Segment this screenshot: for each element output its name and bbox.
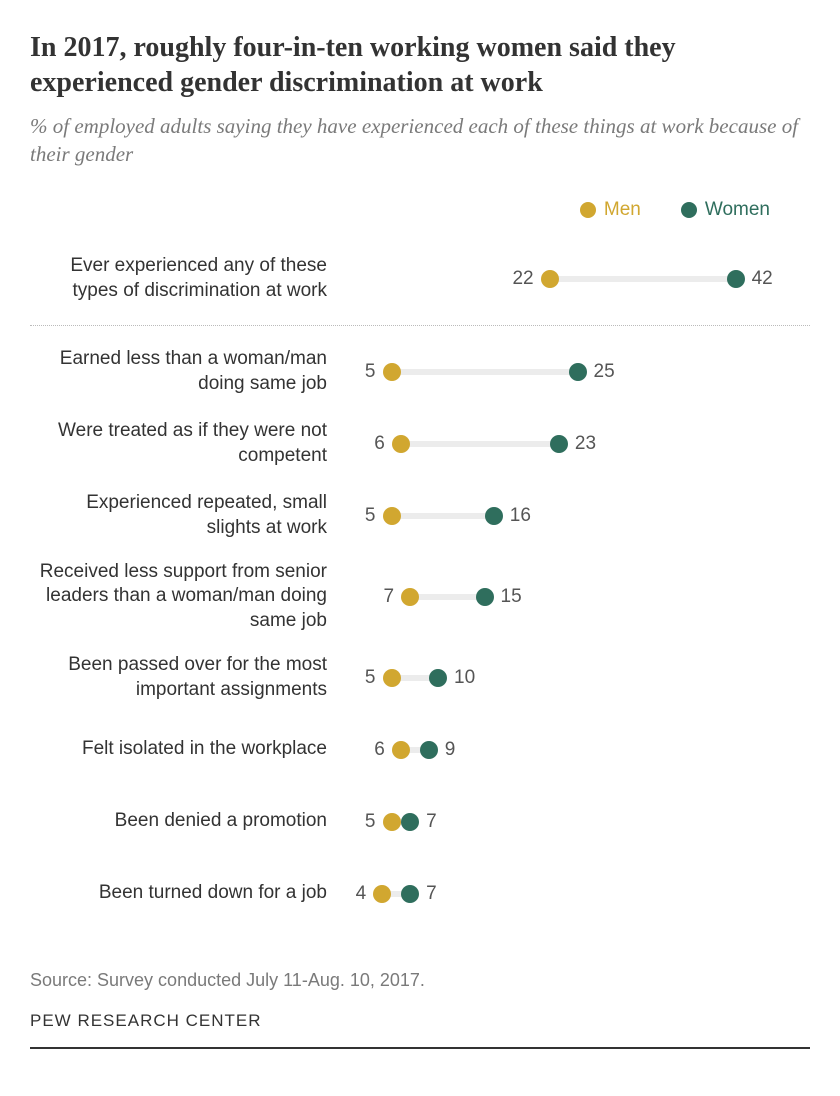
men-value-label: 5 bbox=[365, 361, 376, 383]
men-value-label: 6 bbox=[374, 739, 385, 761]
legend-label-women: Women bbox=[705, 199, 770, 221]
women-dot-icon bbox=[681, 202, 697, 218]
connector-line bbox=[392, 369, 578, 375]
bottom-rule bbox=[30, 1047, 810, 1049]
legend-item-women: Women bbox=[681, 199, 770, 221]
women-value-label: 42 bbox=[752, 268, 773, 290]
men-dot-icon bbox=[392, 435, 410, 453]
chart-row: Felt isolated in the workplace69 bbox=[30, 714, 810, 786]
women-value-label: 7 bbox=[426, 811, 437, 833]
women-dot-icon bbox=[485, 507, 503, 525]
row-plot: 6 23 bbox=[345, 434, 810, 454]
women-value-label: 9 bbox=[445, 739, 456, 761]
women-value-label: 10 bbox=[454, 667, 475, 689]
men-value-label: 5 bbox=[365, 505, 376, 527]
section-divider bbox=[30, 325, 810, 326]
chart-row: Been passed over for the most important … bbox=[30, 642, 810, 714]
men-value-label: 5 bbox=[365, 811, 376, 833]
women-dot-icon bbox=[401, 885, 419, 903]
row-plot: 7 15 bbox=[345, 587, 810, 607]
chart-row: Been denied a promotion57 bbox=[30, 786, 810, 858]
women-dot-icon bbox=[569, 363, 587, 381]
women-dot-icon bbox=[429, 669, 447, 687]
women-dot-icon bbox=[550, 435, 568, 453]
row-label: Been denied a promotion bbox=[30, 809, 345, 834]
legend: Men Women bbox=[30, 199, 810, 221]
row-label: Were treated as if they were not compete… bbox=[30, 419, 345, 468]
men-dot-icon bbox=[383, 363, 401, 381]
women-value-label: 16 bbox=[510, 505, 531, 527]
row-label: Felt isolated in the workplace bbox=[30, 737, 345, 762]
connector-line bbox=[401, 441, 559, 447]
chart-row: Were treated as if they were not compete… bbox=[30, 408, 810, 480]
row-plot: 5 16 bbox=[345, 506, 810, 526]
women-dot-icon bbox=[401, 813, 419, 831]
men-dot-icon bbox=[580, 202, 596, 218]
women-value-label: 7 bbox=[426, 883, 437, 905]
dot-plot-chart: Ever experienced any of these types of d… bbox=[30, 239, 810, 930]
women-value-label: 23 bbox=[575, 433, 596, 455]
row-plot: 5 10 bbox=[345, 668, 810, 688]
men-dot-icon bbox=[541, 270, 559, 288]
men-dot-icon bbox=[373, 885, 391, 903]
row-label: Earned less than a woman/man doing same … bbox=[30, 347, 345, 396]
women-dot-icon bbox=[476, 588, 494, 606]
men-value-label: 5 bbox=[365, 667, 376, 689]
row-label: Received less support from senior leader… bbox=[30, 560, 345, 634]
connector-line bbox=[550, 276, 736, 282]
chart-subtitle: % of employed adults saying they have ex… bbox=[30, 112, 810, 169]
row-plot: 47 bbox=[345, 884, 810, 904]
women-dot-icon bbox=[420, 741, 438, 759]
row-label: Ever experienced any of these types of d… bbox=[30, 254, 345, 303]
chart-row: Ever experienced any of these types of d… bbox=[30, 239, 810, 319]
chart-row: Experienced repeated, small slights at w… bbox=[30, 480, 810, 552]
chart-row: Earned less than a woman/man doing same … bbox=[30, 336, 810, 408]
connector-line bbox=[392, 513, 494, 519]
chart-title: In 2017, roughly four-in-ten working wom… bbox=[30, 30, 810, 100]
row-label: Been passed over for the most important … bbox=[30, 653, 345, 702]
men-value-label: 7 bbox=[384, 586, 395, 608]
row-plot: 22 42 bbox=[345, 269, 810, 289]
men-dot-icon bbox=[383, 669, 401, 687]
men-value-label: 22 bbox=[512, 268, 533, 290]
men-dot-icon bbox=[392, 741, 410, 759]
chart-row: Been turned down for a job47 bbox=[30, 858, 810, 930]
row-plot: 69 bbox=[345, 740, 810, 760]
legend-item-men: Men bbox=[580, 199, 641, 221]
women-value-label: 15 bbox=[501, 586, 522, 608]
women-dot-icon bbox=[727, 270, 745, 288]
connector-line bbox=[410, 594, 484, 600]
source-note: Source: Survey conducted July 11-Aug. 10… bbox=[30, 970, 810, 991]
men-value-label: 4 bbox=[356, 883, 367, 905]
men-value-label: 6 bbox=[374, 433, 385, 455]
attribution: PEW RESEARCH CENTER bbox=[30, 1011, 810, 1031]
men-dot-icon bbox=[401, 588, 419, 606]
legend-label-men: Men bbox=[604, 199, 641, 221]
row-plot: 5 25 bbox=[345, 362, 810, 382]
women-value-label: 25 bbox=[594, 361, 615, 383]
chart-row: Received less support from senior leader… bbox=[30, 552, 810, 642]
row-label: Experienced repeated, small slights at w… bbox=[30, 491, 345, 540]
men-dot-icon bbox=[383, 813, 401, 831]
men-dot-icon bbox=[383, 507, 401, 525]
row-plot: 57 bbox=[345, 812, 810, 832]
row-label: Been turned down for a job bbox=[30, 881, 345, 906]
